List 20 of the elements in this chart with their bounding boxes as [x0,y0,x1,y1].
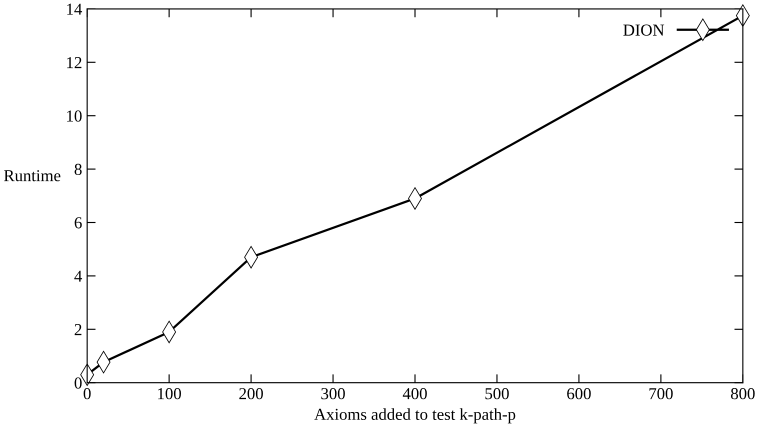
y-tick-label: 6 [74,217,82,228]
y-tick-label: 10 [67,110,82,122]
x-tick-label: 100 [158,388,181,400]
y-axis-title: Runtime [4,170,60,182]
y-tick-label: 2 [74,324,82,336]
x-tick-label: 200 [239,388,263,400]
y-tick-label: 8 [74,164,82,176]
x-tick-label: 400 [402,388,427,400]
y-tick-label: 4 [74,270,82,282]
x-tick-label: 500 [485,388,509,400]
x-tick-label: 0 [84,388,91,400]
x-tick-label: 600 [567,388,591,400]
y-tick-label: 12 [67,57,82,68]
x-axis-title: Axioms added to test k-path-p [314,408,516,424]
legend-label: DION [623,24,664,36]
x-tick-label: 800 [730,388,755,400]
y-tick-label: 14 [67,4,82,15]
y-tick-label: 0 [74,377,82,389]
x-tick-label: 700 [649,388,673,400]
x-tick-label: 300 [321,388,345,400]
